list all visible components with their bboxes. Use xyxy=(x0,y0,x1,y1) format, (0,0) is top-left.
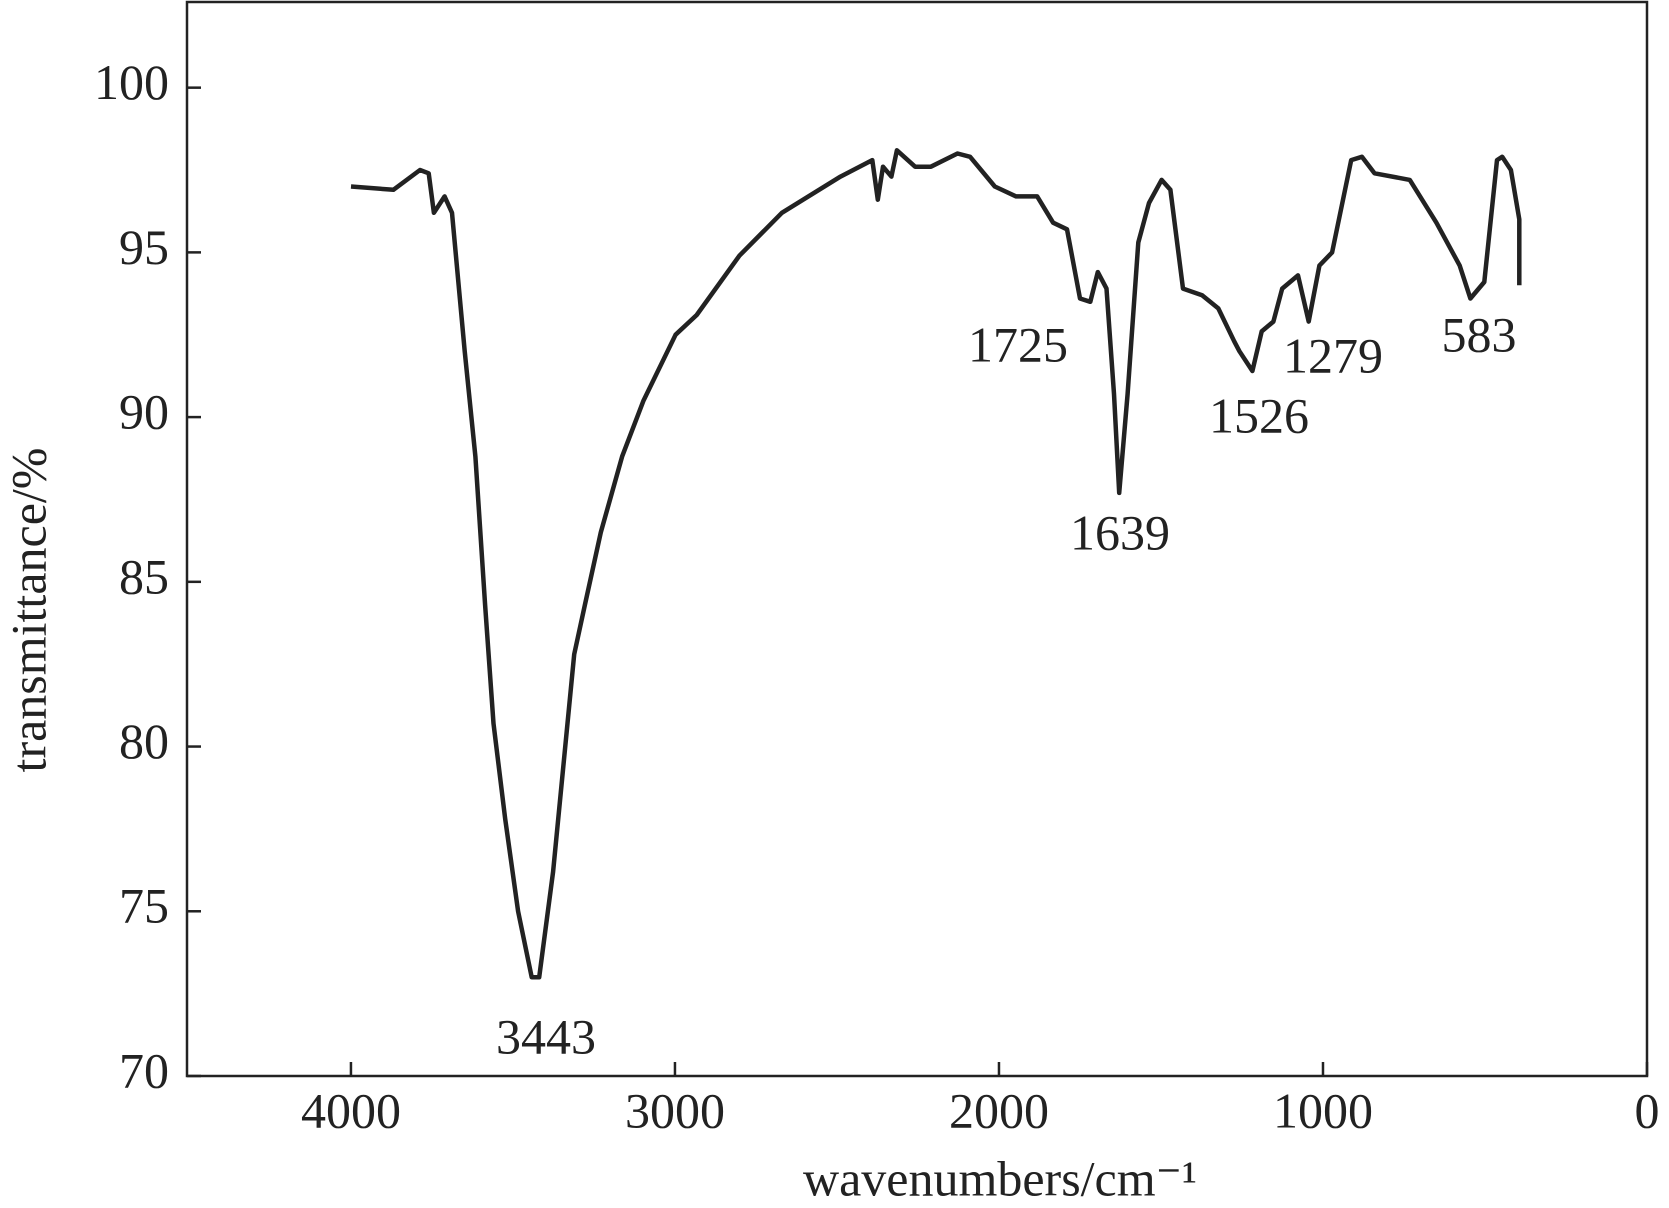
x-tick-label: 4000 xyxy=(301,1082,401,1138)
peak-annotation: 1279 xyxy=(1283,327,1383,383)
peak-annotation: 1639 xyxy=(1070,504,1170,560)
y-tick-label: 85 xyxy=(119,548,169,604)
y-tick-label: 70 xyxy=(119,1042,169,1098)
x-tick-label: 1000 xyxy=(1273,1082,1373,1138)
y-tick-label: 80 xyxy=(119,713,169,769)
y-tick-label: 100 xyxy=(94,54,169,110)
peak-annotation: 583 xyxy=(1442,306,1517,362)
plot-frame xyxy=(185,0,1649,1078)
peak-annotation: 1526 xyxy=(1209,387,1309,443)
spectrum-line xyxy=(350,148,1522,980)
x-axis-label: wavenumbers/cm⁻¹ xyxy=(803,1150,1197,1206)
x-tick-label: 3000 xyxy=(625,1082,725,1138)
x-tick-label: 2000 xyxy=(949,1082,1049,1138)
y-tick-label: 90 xyxy=(119,384,169,440)
y-axis-label: transmittance/% xyxy=(0,448,56,773)
y-tick-label: 75 xyxy=(119,878,169,934)
peak-annotation: 3443 xyxy=(496,1008,596,1064)
x-tick-label: 0 xyxy=(1635,1082,1660,1138)
y-tick-label: 95 xyxy=(119,219,169,275)
peak-annotation: 1725 xyxy=(968,316,1068,372)
